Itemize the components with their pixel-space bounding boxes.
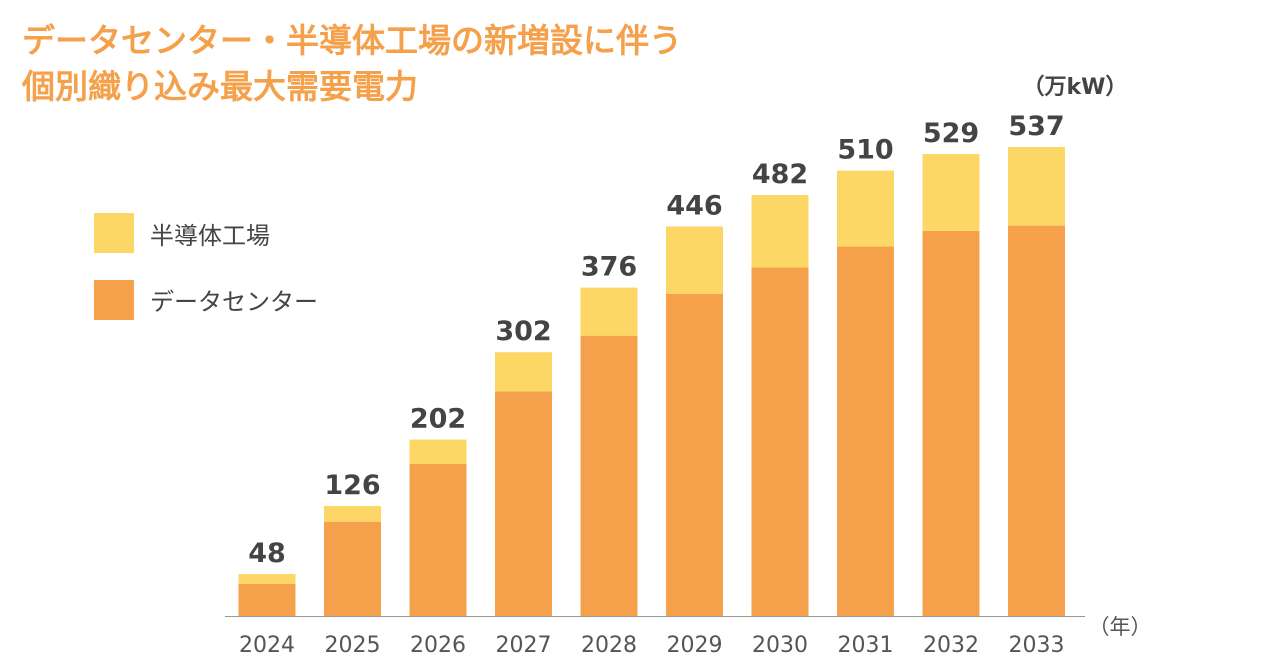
total-label-2027: 302 — [495, 316, 551, 347]
total-label-2024: 48 — [248, 538, 286, 569]
bar-semiconductor-2026 — [409, 439, 467, 465]
unit-label: （万kW） — [1023, 75, 1128, 100]
total-label-2026: 202 — [410, 404, 466, 435]
x-tick-label-2031: 2031 — [838, 633, 894, 658]
x-tick-label-2029: 2029 — [667, 633, 723, 658]
bar-semiconductor-2025 — [324, 505, 381, 522]
bar-datacenter-2032 — [922, 230, 980, 617]
bar-datacenter-2029 — [666, 293, 723, 616]
bar-semiconductor-2033 — [1008, 147, 1065, 226]
total-label-2030: 482 — [752, 159, 808, 190]
bar-datacenter-2025 — [324, 521, 381, 616]
x-tick-label-2028: 2028 — [581, 633, 637, 658]
bar-datacenter-2024 — [238, 583, 296, 616]
total-label-2029: 446 — [666, 190, 722, 221]
x-tick-label-2030: 2030 — [752, 633, 808, 658]
bar-semiconductor-2032 — [922, 153, 980, 231]
total-label-2032: 529 — [923, 118, 979, 149]
total-label-2031: 510 — [837, 135, 893, 166]
x-tick-label-2024: 2024 — [239, 633, 295, 658]
legend-label-semiconductor: 半導体工場 — [150, 222, 270, 250]
legend: 半導体工場 データセンター — [94, 213, 318, 320]
bar-datacenter-2033 — [1008, 225, 1065, 617]
total-label-2033: 537 — [1008, 111, 1064, 142]
bar-datacenter-2031 — [837, 246, 894, 616]
x-tick-label-2032: 2032 — [923, 633, 979, 658]
bar-datacenter-2027 — [495, 391, 552, 616]
bar-datacenter-2028 — [580, 335, 638, 616]
x-tick-label-2027: 2027 — [496, 633, 552, 658]
bar-semiconductor-2031 — [837, 170, 894, 247]
bar-datacenter-2030 — [751, 267, 809, 616]
bar-semiconductor-2028 — [580, 287, 638, 336]
title-line-1: データセンター・半導体工場の新増設に伴う — [22, 21, 682, 60]
legend-swatch-datacenter — [94, 280, 134, 320]
x-tick-label-2033: 2033 — [1009, 633, 1065, 658]
legend-label-datacenter: データセンター — [150, 288, 318, 316]
total-label-2028: 376 — [581, 252, 637, 283]
title-line-2: 個別織り込み最大需要電力 — [22, 67, 418, 106]
bar-semiconductor-2027 — [495, 352, 552, 392]
chart-title: データセンター・半導体工場の新増設に伴う 個別織り込み最大需要電力 — [22, 18, 682, 110]
bar-semiconductor-2024 — [238, 574, 296, 584]
total-label-2025: 126 — [324, 470, 380, 501]
bar-semiconductor-2030 — [751, 195, 809, 268]
bar-datacenter-2026 — [409, 464, 467, 616]
bar-semiconductor-2029 — [666, 226, 723, 294]
x-unit-label: （年） — [1089, 615, 1152, 639]
x-tick-label-2026: 2026 — [410, 633, 466, 658]
legend-swatch-semiconductor — [94, 213, 134, 253]
x-tick-label-2025: 2025 — [325, 633, 381, 658]
